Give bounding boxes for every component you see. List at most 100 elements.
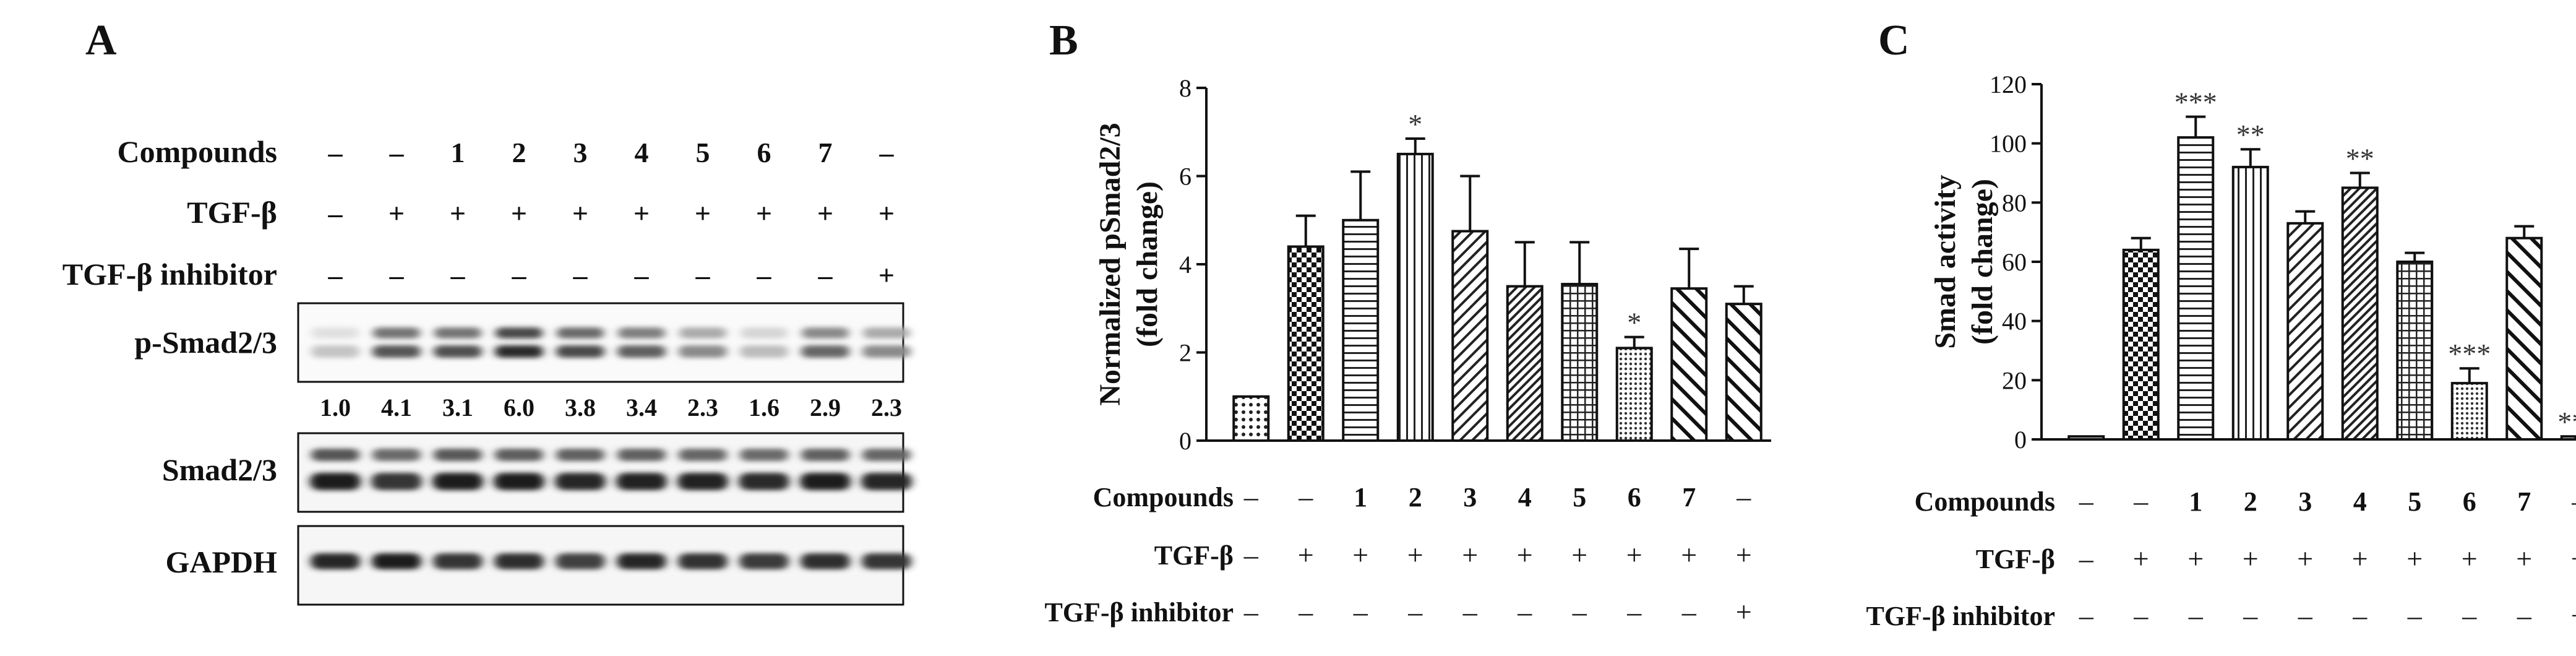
p-smad-upper-band-10: [863, 327, 910, 339]
smad-upper-band-10: [862, 449, 911, 461]
condition-label-inhibitor: TGF-β inhibitor: [1866, 601, 2055, 631]
condition-compounds-7: 5: [2408, 486, 2421, 517]
condition-label-compounds: Compounds: [1915, 486, 2055, 517]
y-axis-title-line: Smad activity: [1929, 175, 1962, 348]
blot-smad: [310, 449, 912, 490]
inhibitor-value-1: –: [328, 259, 343, 291]
y-tick-label: 20: [2002, 366, 2027, 394]
gapdh-band-2: [372, 553, 421, 569]
condition-inhibitor-9: –: [2517, 600, 2532, 631]
p-smad-lower-band-6: [617, 345, 666, 358]
smad-upper-band-8: [740, 449, 788, 461]
compound-value-4: 2: [512, 137, 526, 168]
y-tick-label: 0: [2014, 426, 2027, 454]
panel-c: C 0 20 40 60 80 100 120 Smad activity (fold chan…: [1866, 17, 2576, 631]
smad-upper-band-5: [556, 449, 604, 461]
smad-lower-band-2: [371, 473, 422, 490]
smad-upper-band-9: [801, 449, 849, 461]
y-tick-label: 2: [1179, 339, 1191, 367]
condition-compounds-10: –: [1736, 481, 1751, 512]
blot-label-smad: Smad2/3: [162, 452, 277, 487]
condition-inhibitor-1: –: [1243, 596, 1259, 628]
smad-lower-band-9: [800, 473, 851, 490]
condition-tgfb-1: –: [1243, 539, 1259, 571]
quant-value-4: 6.0: [504, 394, 535, 421]
blot-frame-p-smad: [297, 302, 904, 383]
tgfb-value-6: +: [633, 197, 650, 229]
significance-3: ***: [2175, 87, 2217, 118]
p-smad-lower-band-4: [495, 345, 543, 358]
smad-upper-band-6: [617, 449, 666, 461]
compound-value-3: 1: [451, 137, 465, 168]
panel-a: A Compounds TGF-β TGF-β inhibitor – – 1 2 3 4…: [62, 17, 912, 606]
p-smad-lower-band-1: [311, 345, 359, 358]
bar-8: [1615, 347, 1653, 442]
condition-inhibitor-4: –: [2243, 600, 2258, 631]
tgfb-value-2: +: [389, 197, 405, 229]
blot-label-gapdh: GAPDH: [165, 545, 277, 579]
tgfb-value-10: +: [878, 197, 895, 229]
y-tick-label: 6: [1179, 163, 1191, 191]
significance-10: ***: [2557, 406, 2576, 438]
quant-value-7: 2.3: [687, 394, 718, 421]
condition-tgfb-9: +: [1681, 539, 1697, 571]
blot-gapdh: [311, 553, 911, 569]
p-smad-lower-band-7: [679, 345, 727, 358]
condition-compounds-6: 4: [1518, 482, 1532, 512]
condition-inhibitor-10: +: [1736, 596, 1752, 628]
inhibitor-value-4: –: [512, 259, 527, 291]
tgfb-value-1: –: [328, 197, 343, 229]
y-axis-title-line: Normalized pSmad2/3: [1094, 123, 1127, 405]
condition-inhibitor-10: +: [2571, 600, 2576, 631]
condition-compounds-2: –: [1298, 481, 1313, 512]
condition-inhibitor-7: –: [1572, 596, 1587, 628]
condition-tgfb-2: +: [1298, 539, 1314, 571]
condition-compounds-2: –: [2133, 485, 2149, 517]
bar-2: [1287, 245, 1324, 442]
inhibitor-value-7: –: [695, 259, 711, 291]
panel-label-c: C: [1878, 17, 1910, 64]
condition-tgfb-8: +: [2462, 543, 2478, 574]
bar-10: [1725, 303, 1762, 442]
y-tick-label: 4: [1179, 251, 1191, 278]
tgfb-value-7: +: [695, 197, 711, 229]
condition-label-tgfb: TGF-β: [1976, 544, 2055, 574]
y-axis-title-line: (fold change): [1131, 181, 1164, 347]
condition-tgfb-4: +: [1407, 539, 1423, 571]
y-tick-label: 100: [1990, 130, 2027, 158]
condition-label-compounds: Compounds: [1093, 482, 1234, 512]
condition-compounds-5: 3: [2298, 486, 2312, 517]
bar-6: [1506, 285, 1543, 442]
compound-value-6: 4: [635, 137, 649, 168]
inhibitor-value-10: +: [878, 259, 895, 291]
y-axis-title: Normalized pSmad2/3 (fold change): [1094, 123, 1164, 405]
p-smad-lower-band-9: [801, 345, 849, 358]
condition-tgfb-10: +: [1736, 539, 1752, 571]
p-smad-lower-band-5: [556, 345, 604, 358]
p-smad-upper-band-6: [618, 327, 665, 339]
condition-compounds-7: 5: [1573, 482, 1586, 512]
condition-compounds-5: 3: [1463, 482, 1477, 512]
smad-upper-band-1: [311, 449, 359, 461]
compound-value-5: 3: [573, 137, 588, 168]
p-smad-upper-band-2: [373, 327, 420, 339]
condition-compounds-4: 2: [2244, 486, 2257, 517]
condition-inhibitor-8: –: [1626, 596, 1642, 628]
chart-b: 0 2 4 6 8 Normalized pSmad2/3 (fold change) * * C…: [1044, 74, 1771, 628]
condition-compounds-3: 1: [2189, 486, 2202, 517]
bar-5: [1451, 230, 1489, 442]
quantification-row: 1.0 4.1 3.1 6.0 3.8 3.4 2.3 1.6 2.9 2.3: [320, 394, 902, 421]
p-smad-lower-band-2: [372, 345, 421, 358]
p-smad-upper-band-3: [434, 327, 481, 339]
y-axis-title-line: (fold change): [1966, 179, 1999, 345]
compound-value-9: 7: [818, 137, 833, 168]
y-tick-label: 80: [2002, 189, 2027, 217]
condition-inhibitor-6: –: [1517, 596, 1532, 628]
gapdh-band-6: [617, 553, 666, 569]
bar-5: [2286, 222, 2324, 441]
condition-inhibitor-8: –: [2462, 600, 2477, 631]
panel-label-b: B: [1049, 17, 1078, 64]
gapdh-band-3: [433, 553, 483, 569]
condition-tgfb-3: +: [1352, 539, 1368, 571]
gapdh-band-10: [862, 553, 911, 569]
